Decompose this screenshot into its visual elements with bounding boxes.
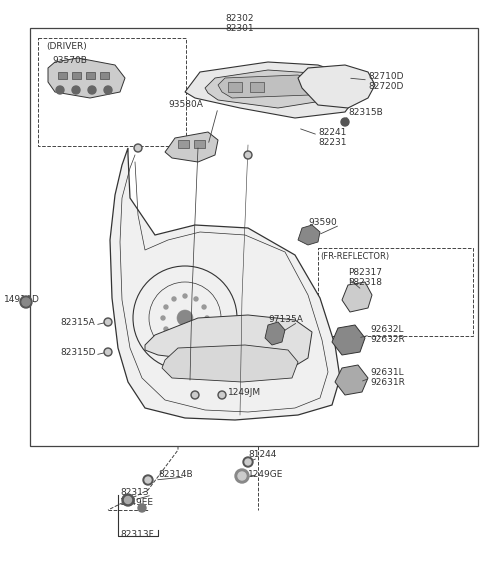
- Circle shape: [202, 327, 206, 331]
- Circle shape: [191, 391, 199, 399]
- Circle shape: [164, 327, 168, 331]
- Bar: [194, 140, 205, 148]
- Text: 82313F: 82313F: [120, 530, 154, 539]
- Bar: [30, 28, 478, 446]
- Circle shape: [341, 118, 349, 126]
- Circle shape: [183, 338, 187, 342]
- Polygon shape: [342, 282, 372, 312]
- Text: 82313
1249EE: 82313 1249EE: [120, 488, 154, 508]
- Circle shape: [20, 296, 32, 308]
- Circle shape: [164, 305, 168, 309]
- Circle shape: [244, 151, 252, 159]
- Circle shape: [104, 86, 112, 94]
- Bar: [250, 82, 264, 92]
- Circle shape: [106, 320, 110, 324]
- Circle shape: [177, 310, 193, 326]
- Circle shape: [245, 153, 251, 158]
- Text: 82314B: 82314B: [158, 470, 192, 479]
- Circle shape: [194, 335, 198, 339]
- Circle shape: [202, 305, 206, 309]
- Polygon shape: [298, 65, 375, 108]
- Text: 1249GE: 1249GE: [248, 470, 283, 479]
- Circle shape: [235, 469, 249, 483]
- Circle shape: [134, 144, 142, 152]
- Circle shape: [161, 316, 165, 320]
- Text: 97135A: 97135A: [268, 315, 303, 324]
- Text: 92631L
92631R: 92631L 92631R: [370, 368, 405, 387]
- Text: 82315B: 82315B: [348, 108, 383, 117]
- Circle shape: [104, 318, 112, 326]
- Text: 82710D
82720D: 82710D 82720D: [368, 72, 404, 92]
- Bar: [318, 248, 473, 336]
- Polygon shape: [185, 62, 358, 118]
- Circle shape: [145, 477, 151, 483]
- Circle shape: [138, 504, 146, 512]
- Text: 82315D: 82315D: [60, 348, 96, 357]
- Polygon shape: [205, 70, 338, 108]
- Text: 93580A: 93580A: [168, 100, 203, 109]
- Circle shape: [124, 496, 132, 503]
- Polygon shape: [218, 75, 318, 98]
- Circle shape: [205, 316, 209, 320]
- Circle shape: [243, 457, 253, 467]
- Circle shape: [72, 86, 80, 94]
- Bar: [72, 72, 81, 79]
- Text: 1249JM: 1249JM: [228, 388, 261, 397]
- Polygon shape: [48, 58, 125, 98]
- Bar: [100, 72, 109, 79]
- Text: 92632L
92632R: 92632L 92632R: [370, 325, 405, 345]
- Text: 81244: 81244: [248, 450, 276, 459]
- Polygon shape: [165, 132, 218, 162]
- Circle shape: [238, 472, 246, 480]
- Text: 93570B: 93570B: [52, 56, 87, 65]
- Polygon shape: [162, 345, 298, 382]
- Circle shape: [172, 297, 176, 301]
- Polygon shape: [145, 315, 312, 372]
- Circle shape: [56, 86, 64, 94]
- Polygon shape: [298, 225, 320, 245]
- Bar: [38, 38, 186, 146]
- Circle shape: [22, 298, 30, 306]
- Text: P82317
P82318: P82317 P82318: [348, 268, 382, 288]
- Circle shape: [122, 494, 134, 506]
- Circle shape: [194, 297, 198, 301]
- Circle shape: [219, 393, 225, 397]
- Polygon shape: [265, 322, 285, 345]
- Text: 82315A: 82315A: [60, 318, 95, 327]
- Circle shape: [143, 475, 153, 485]
- Text: 93590: 93590: [308, 218, 337, 227]
- Circle shape: [218, 391, 226, 399]
- Circle shape: [245, 459, 251, 465]
- Circle shape: [172, 335, 176, 339]
- Circle shape: [106, 350, 110, 354]
- Text: (DRIVER): (DRIVER): [46, 42, 87, 51]
- Circle shape: [183, 294, 187, 298]
- Circle shape: [104, 348, 112, 356]
- Text: (FR-REFLECTOR): (FR-REFLECTOR): [320, 252, 389, 261]
- Text: 1491AD: 1491AD: [4, 295, 40, 304]
- Text: 82241
82231: 82241 82231: [318, 128, 347, 147]
- Polygon shape: [110, 148, 340, 420]
- Text: 82302
82301: 82302 82301: [226, 14, 254, 34]
- Bar: [86, 72, 95, 79]
- Bar: [228, 82, 242, 92]
- Polygon shape: [335, 365, 368, 395]
- Polygon shape: [332, 325, 365, 355]
- Bar: [178, 140, 189, 148]
- Circle shape: [192, 393, 197, 397]
- Bar: [58, 72, 67, 79]
- Circle shape: [88, 86, 96, 94]
- Circle shape: [135, 146, 141, 150]
